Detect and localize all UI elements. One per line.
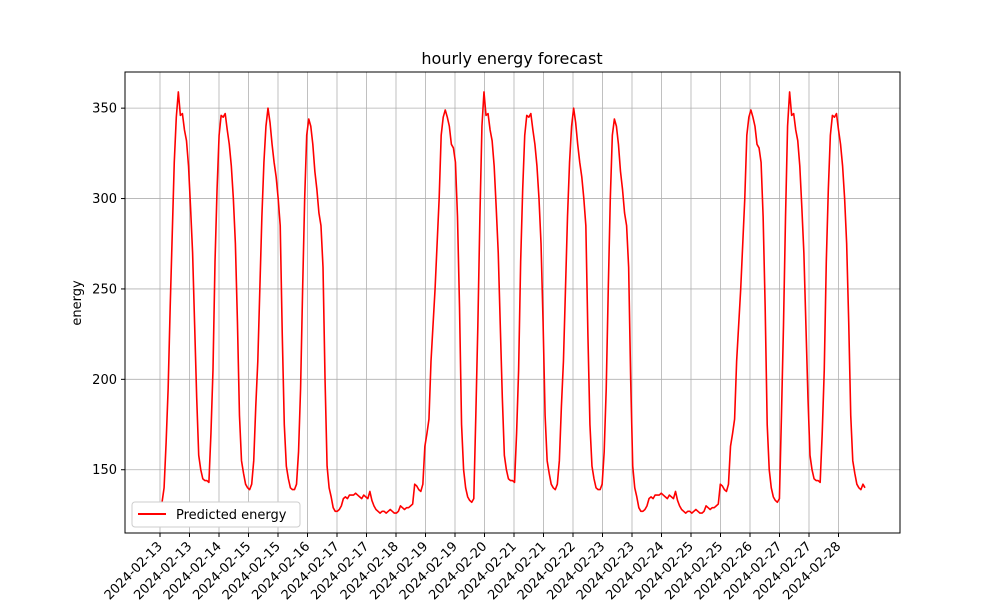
y-axis-label: energy bbox=[70, 280, 85, 326]
y-tick-label: 250 bbox=[92, 282, 117, 297]
grid bbox=[125, 72, 900, 533]
series-layer bbox=[160, 91, 866, 514]
y-tick-label: 150 bbox=[92, 463, 117, 478]
y-tick-label: 200 bbox=[92, 373, 117, 388]
chart-title: hourly energy forecast bbox=[421, 49, 602, 68]
legend-box bbox=[131, 501, 301, 528]
x-axis: 2024-02-132024-02-132024-02-142024-02-15… bbox=[102, 533, 844, 600]
series-line bbox=[160, 91, 866, 514]
y-tick-label: 350 bbox=[92, 102, 117, 117]
plot-frame bbox=[124, 71, 901, 534]
legend-label: Predicted energy bbox=[176, 508, 287, 523]
y-tick-label: 300 bbox=[92, 192, 117, 207]
legend: Predicted energy bbox=[131, 501, 301, 528]
y-axis: 150 200 250 300 350 bbox=[92, 102, 125, 478]
